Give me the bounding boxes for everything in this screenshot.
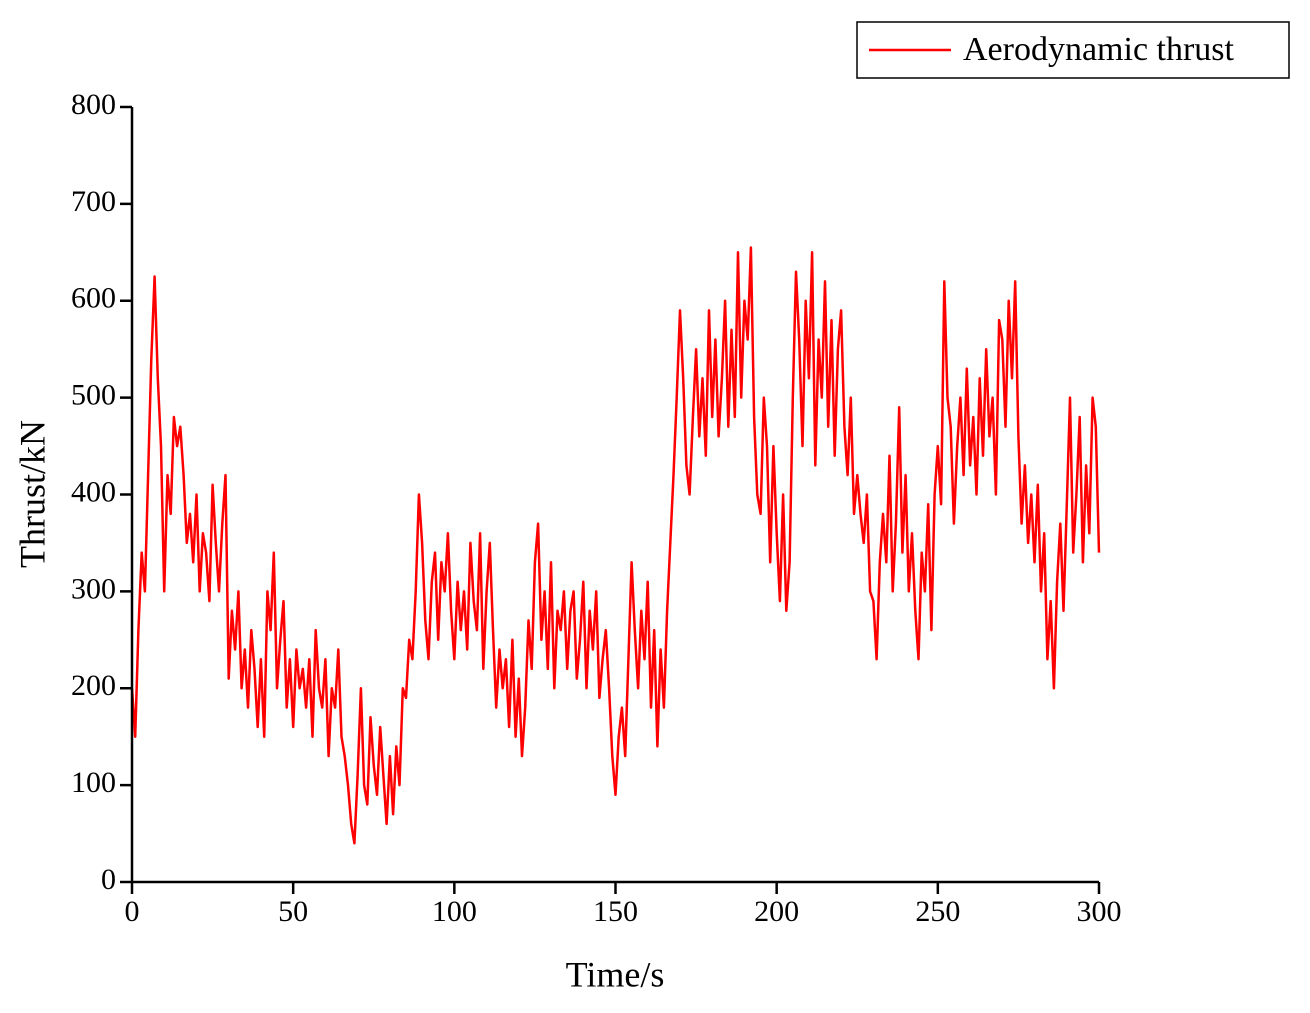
- legend-box: [856, 21, 1290, 79]
- y-tick-label: 600: [71, 282, 116, 315]
- x-tick-label: 150: [593, 895, 638, 928]
- y-tick-label: 800: [71, 88, 116, 121]
- y-tick-label: 300: [71, 572, 116, 605]
- x-tick-label: 200: [754, 895, 799, 928]
- y-tick-label: 700: [71, 185, 116, 218]
- x-tick-label: 0: [125, 895, 140, 928]
- x-tick-label: 300: [1077, 895, 1122, 928]
- x-tick-label: 250: [915, 895, 960, 928]
- y-tick-label: 100: [71, 766, 116, 799]
- y-axis-label: Thrust/kN: [12, 420, 52, 568]
- y-tick-label: 400: [71, 475, 116, 508]
- y-tick-label: 200: [71, 669, 116, 702]
- x-tick-label: 100: [432, 895, 477, 928]
- x-tick-label: 50: [278, 895, 308, 928]
- data-line: [130, 246, 1101, 845]
- x-axis-label: Time/s: [566, 954, 665, 994]
- legend-label: Aerodynamic thrust: [963, 31, 1235, 68]
- y-tick-label: 0: [101, 863, 116, 896]
- y-tick-label: 500: [71, 379, 116, 412]
